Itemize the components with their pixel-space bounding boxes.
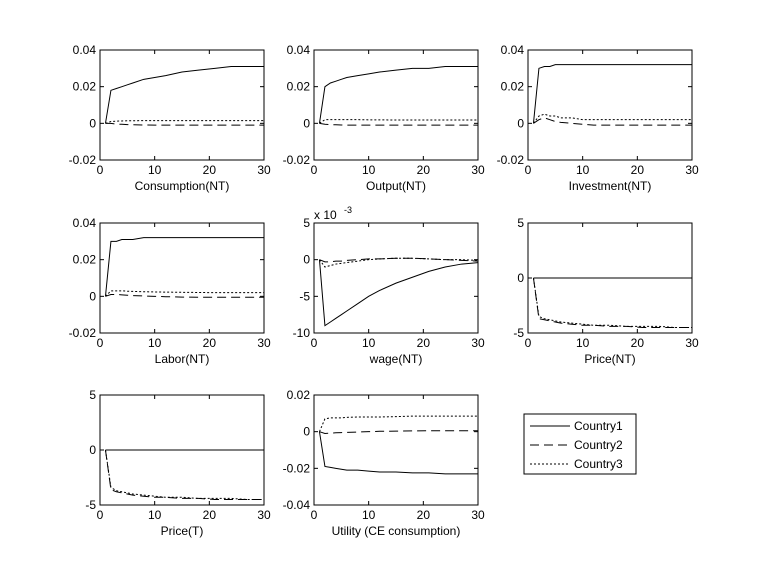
y-tick-label: 5: [517, 216, 524, 230]
y-tick-label: 0.04: [287, 43, 311, 57]
y-tick-label: 0: [89, 116, 96, 130]
y-tick-label: -0.02: [69, 326, 97, 340]
series-line: [318, 431, 478, 475]
axes-frame: [99, 222, 265, 334]
x-tick-label: 20: [203, 508, 217, 522]
y-tick-label: 5: [89, 388, 96, 402]
series-line: [319, 122, 478, 126]
y-tick-label: -0.02: [497, 153, 525, 167]
x-tick-label: 0: [311, 163, 318, 177]
series-line: [105, 294, 264, 298]
legend-label: Country2: [574, 438, 623, 452]
x-tick-label: 10: [362, 163, 376, 177]
x-tick-label: 10: [148, 508, 162, 522]
x-tick-label: 10: [148, 336, 162, 350]
series-line: [532, 277, 692, 328]
series-line: [104, 449, 264, 500]
x-tick-label: 20: [203, 336, 217, 350]
series-line: [318, 259, 479, 327]
x-tick-label: 0: [97, 336, 104, 350]
x-tick-label: 30: [471, 163, 485, 177]
series-line: [318, 66, 478, 124]
y-tick-label: -5: [85, 498, 96, 512]
x-tick-label: 30: [685, 163, 699, 177]
y-tick-label: 0.02: [73, 253, 97, 267]
x-tick-label: 10: [362, 508, 376, 522]
legend-label: Country3: [574, 457, 623, 471]
y-tick-label: 0.04: [73, 43, 97, 57]
x-axis-label: Utility (CE consumption): [332, 524, 461, 538]
x-tick-label: 0: [525, 163, 532, 177]
y-tick-label: 0: [89, 443, 96, 457]
axes-frame: [527, 49, 693, 161]
x-tick-label: 30: [471, 336, 485, 350]
y-tick-label: 0.02: [287, 80, 311, 94]
x-tick-label: 30: [257, 508, 271, 522]
series-line: [104, 237, 264, 297]
x-tick-label: 0: [97, 508, 104, 522]
series-line: [105, 120, 264, 124]
x-tick-label: 20: [417, 508, 431, 522]
x-tick-label: 0: [525, 336, 532, 350]
y-tick-label: -5: [513, 326, 524, 340]
x-axis-label: Investment(NT): [569, 179, 652, 193]
x-tick-label: 30: [257, 336, 271, 350]
x-axis-label: Consumption(NT): [135, 179, 230, 193]
y-tick-label: 0.02: [287, 388, 311, 402]
y-tick-label: 0: [303, 425, 310, 439]
x-tick-label: 20: [417, 163, 431, 177]
series-line: [533, 117, 692, 126]
y-tick-label: -10: [293, 326, 311, 340]
y-tick-label: -5: [299, 289, 310, 303]
x-tick-label: 10: [576, 163, 590, 177]
axis-multiplier-exponent: -3: [344, 205, 352, 215]
x-tick-label: 30: [471, 508, 485, 522]
x-tick-label: 30: [257, 163, 271, 177]
series-line: [319, 415, 478, 432]
series-line: [319, 119, 478, 124]
y-tick-label: 0: [303, 253, 310, 267]
series-line: [532, 64, 692, 124]
x-tick-label: 30: [685, 336, 699, 350]
y-tick-label: -0.02: [283, 461, 311, 475]
y-tick-label: 0.04: [501, 43, 525, 57]
y-tick-label: 0.04: [73, 216, 97, 230]
x-tick-label: 10: [148, 163, 162, 177]
series-line: [319, 430, 478, 435]
x-tick-label: 10: [362, 336, 376, 350]
axes-frame: [313, 49, 479, 161]
y-tick-label: 5: [303, 216, 310, 230]
x-tick-label: 0: [311, 336, 318, 350]
x-tick-label: 20: [631, 336, 645, 350]
axis-multiplier: x 10: [314, 208, 337, 222]
series-line: [319, 257, 479, 268]
y-tick-label: 0: [89, 289, 96, 303]
axes-frame: [313, 394, 479, 506]
y-tick-label: -0.02: [69, 153, 97, 167]
x-axis-label: wage(NT): [369, 352, 423, 366]
series-line: [104, 66, 264, 124]
x-axis-label: Price(NT): [584, 352, 635, 366]
x-axis-label: Price(T): [161, 524, 204, 538]
y-tick-label: 0.02: [73, 80, 97, 94]
y-tick-label: 0.02: [501, 80, 525, 94]
x-axis-label: Labor(NT): [155, 352, 210, 366]
x-tick-label: 0: [311, 508, 318, 522]
y-tick-label: -0.02: [283, 153, 311, 167]
x-tick-label: 20: [203, 163, 217, 177]
x-axis-label: Output(NT): [366, 179, 426, 193]
y-tick-label: 0: [517, 271, 524, 285]
x-tick-label: 20: [631, 163, 645, 177]
series-line: [105, 122, 264, 126]
series-line: [533, 113, 692, 124]
y-tick-label: 0: [517, 116, 524, 130]
legend-label: Country1: [574, 419, 623, 433]
x-tick-label: 20: [417, 336, 431, 350]
x-tick-label: 10: [576, 336, 590, 350]
y-tick-label: 0: [303, 116, 310, 130]
x-tick-label: 0: [97, 163, 104, 177]
axes-frame: [99, 49, 265, 161]
y-tick-label: -0.04: [283, 498, 311, 512]
